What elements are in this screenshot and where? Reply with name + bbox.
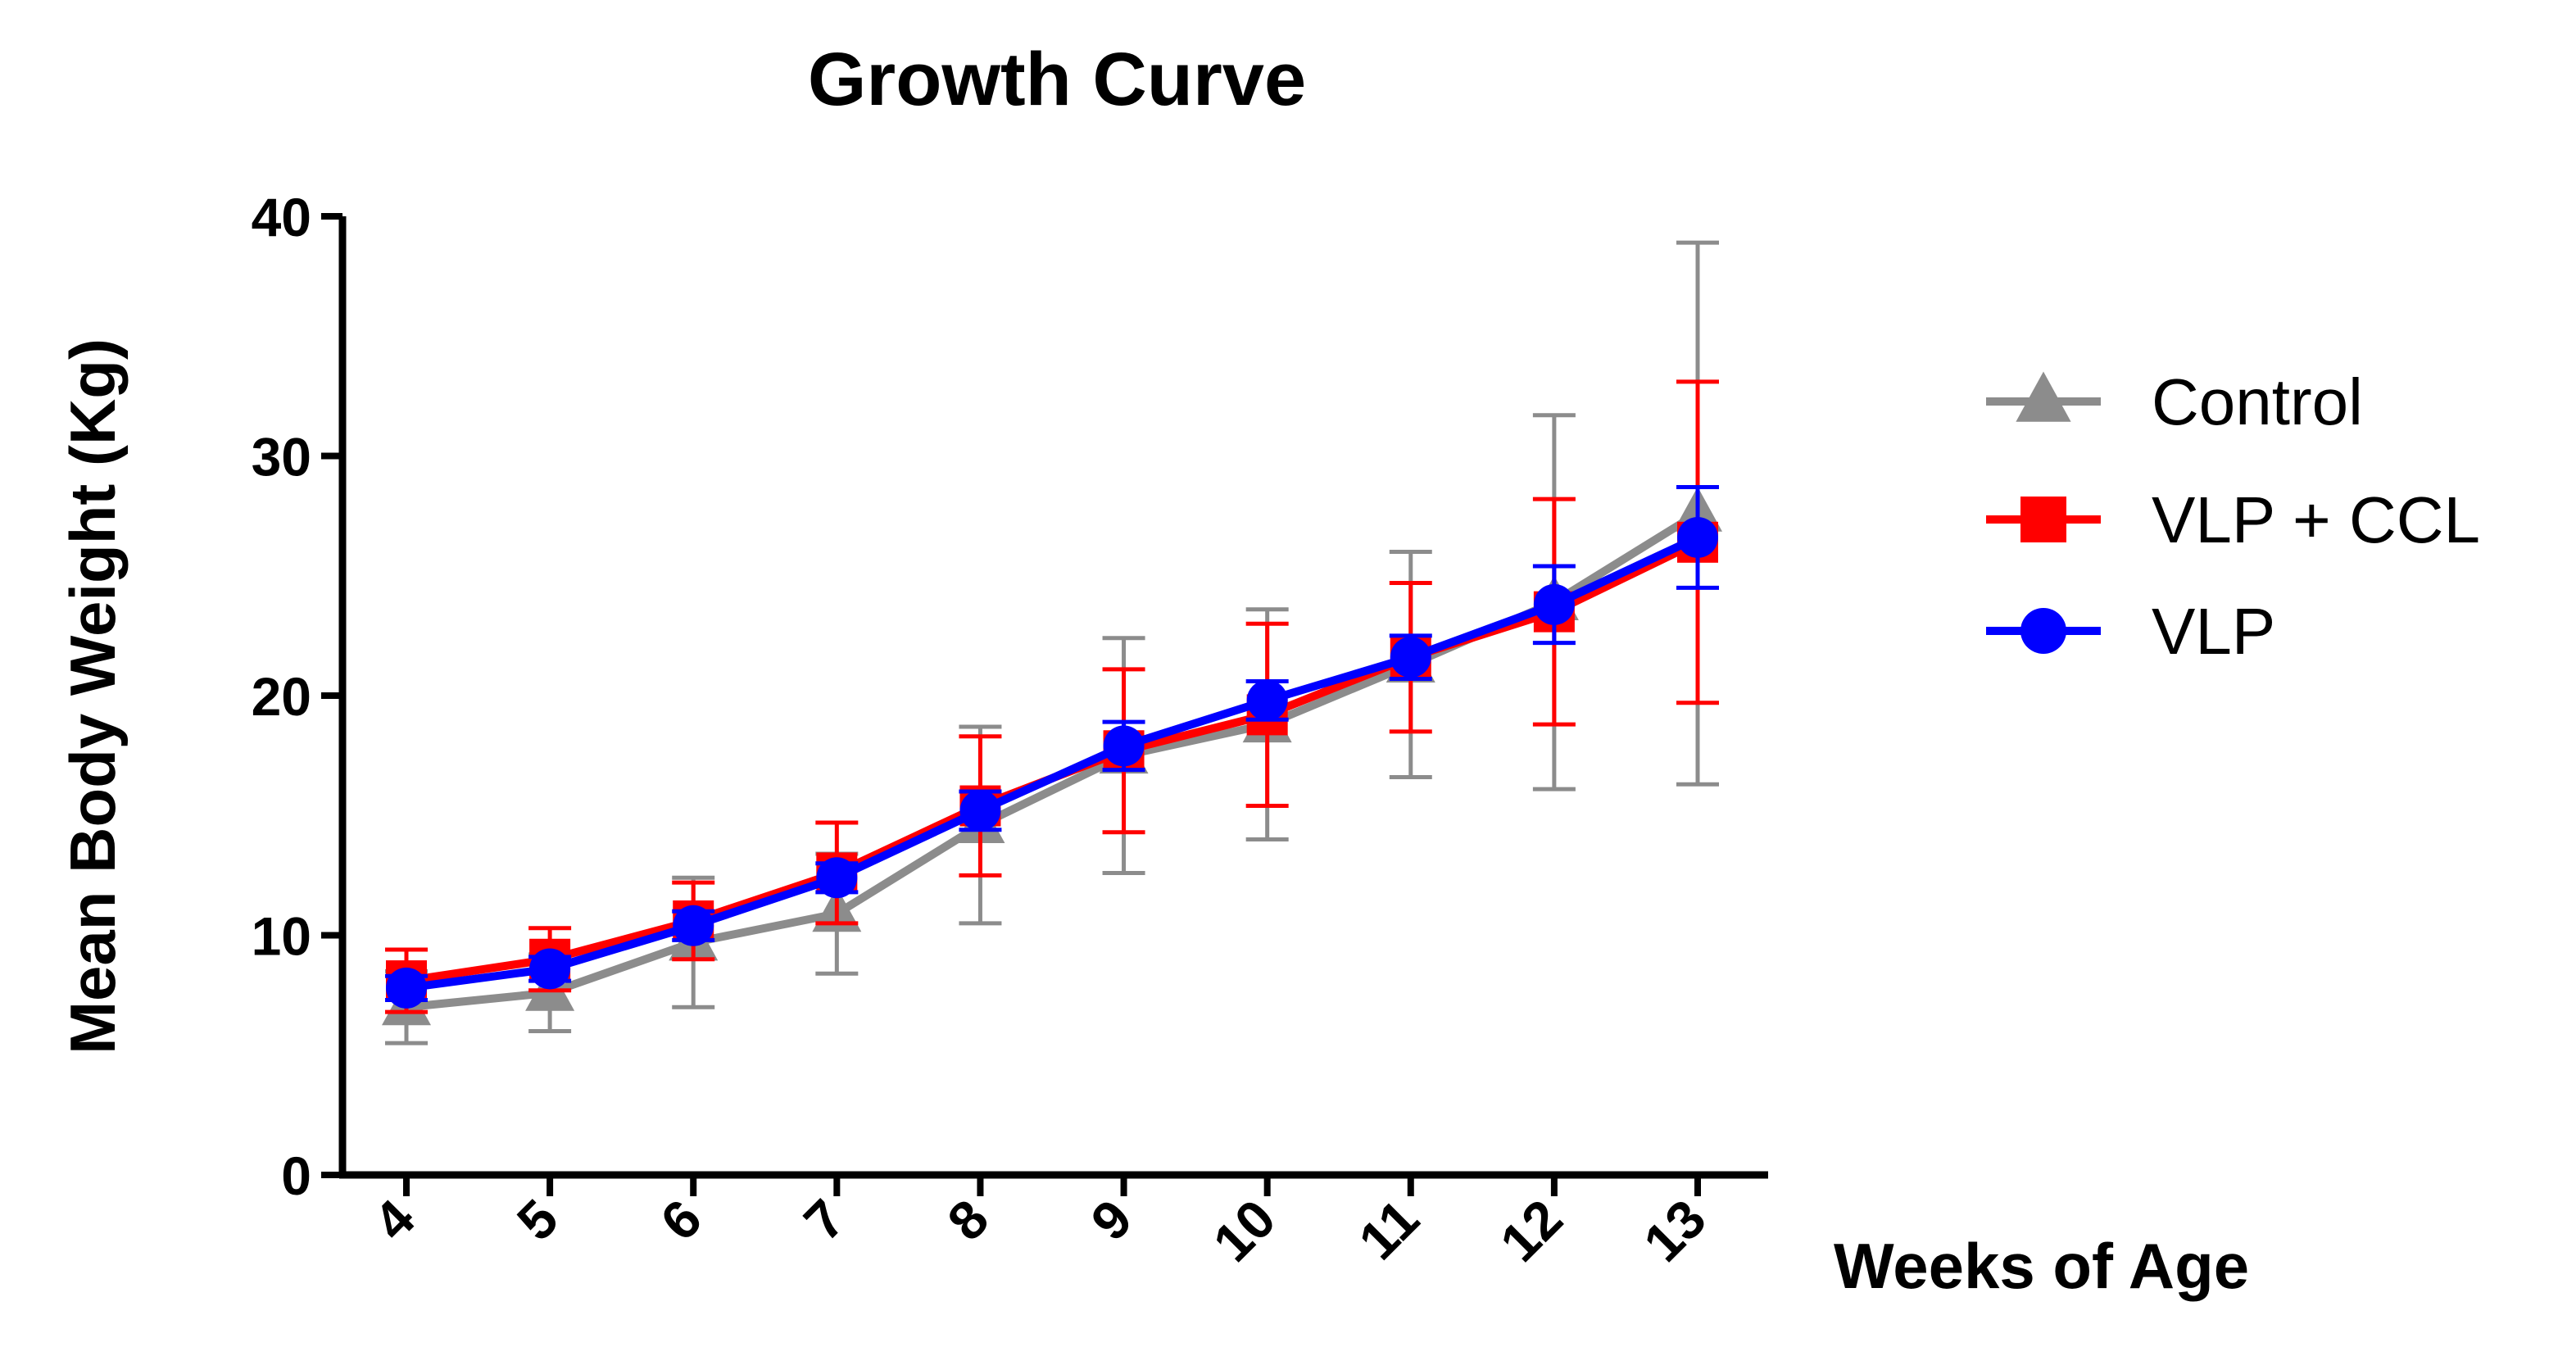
x-tick-label: 7	[792, 1188, 856, 1252]
legend: Control VLP + CCL VLP	[1986, 365, 2480, 668]
series-line	[406, 533, 1700, 992]
data-point	[959, 790, 1001, 832]
x-tick-label: 10	[1201, 1188, 1286, 1273]
legend-marker	[2020, 497, 2066, 542]
series-layer	[382, 240, 1722, 1045]
x-tick-label: 5	[506, 1188, 569, 1252]
x-tick-label: 13	[1632, 1188, 1717, 1273]
legend-label: VLP + CCL	[2152, 483, 2480, 556]
data-point	[1533, 583, 1575, 625]
data-point	[1246, 679, 1288, 721]
y-tick-label: 30	[252, 427, 311, 488]
chart-title: Growth Curve	[808, 38, 1306, 121]
data-point	[386, 967, 427, 1009]
data-point	[1390, 637, 1431, 678]
series-line	[406, 538, 1700, 986]
y-tick-label: 0	[281, 1145, 311, 1206]
y-axis-label: Mean Body Weight (Kg)	[57, 338, 129, 1054]
series-vlp-ccl	[385, 379, 1719, 1014]
legend-marker	[2020, 608, 2066, 654]
y-tick-label: 40	[252, 187, 311, 247]
series-vlp	[385, 485, 1719, 1009]
data-point	[529, 948, 571, 990]
legend-entry: VLP + CCL	[1986, 483, 2480, 556]
data-point	[1103, 725, 1145, 767]
legend-label: VLP	[2152, 595, 2275, 668]
data-point	[673, 905, 714, 946]
data-point	[1677, 516, 1718, 558]
y-tick-label: 20	[252, 666, 311, 727]
legend-label: Control	[2152, 365, 2363, 438]
series-line	[406, 510, 1700, 1012]
axes: 0 10 20 30 40 4 5 6 7 8 9 10 11 12 13	[252, 187, 1768, 1273]
x-tick-label: 8	[936, 1188, 1000, 1252]
legend-entry: VLP	[1986, 595, 2275, 668]
legend-marker	[2016, 371, 2071, 422]
x-tick-label: 11	[1347, 1188, 1431, 1272]
x-tick-label: 6	[649, 1188, 713, 1252]
series-control	[382, 240, 1722, 1045]
data-point	[816, 857, 858, 899]
y-tick-label: 10	[252, 906, 311, 967]
x-axis-label: Weeks of Age	[1834, 1230, 2249, 1302]
x-tick-label: 12	[1489, 1188, 1574, 1273]
x-tick-label: 9	[1079, 1188, 1143, 1252]
legend-entry: Control	[1986, 365, 2363, 438]
x-tick-label: 4	[362, 1187, 426, 1251]
